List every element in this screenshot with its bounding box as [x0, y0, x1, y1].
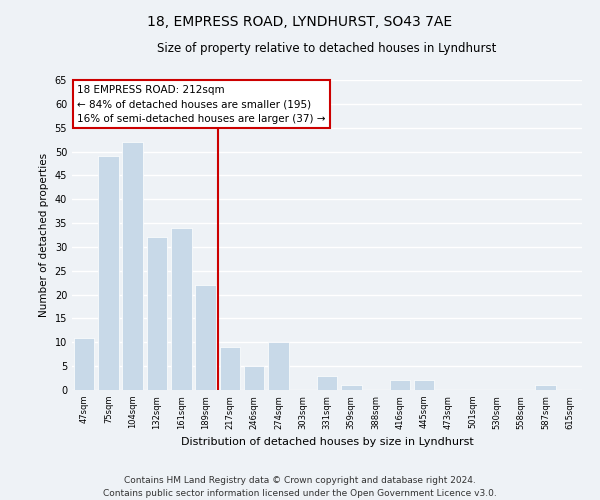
Text: Contains HM Land Registry data © Crown copyright and database right 2024.
Contai: Contains HM Land Registry data © Crown c…: [103, 476, 497, 498]
Y-axis label: Number of detached properties: Number of detached properties: [39, 153, 49, 317]
Text: 18 EMPRESS ROAD: 212sqm
← 84% of detached houses are smaller (195)
16% of semi-d: 18 EMPRESS ROAD: 212sqm ← 84% of detache…: [77, 84, 326, 124]
Bar: [389, 380, 410, 390]
X-axis label: Distribution of detached houses by size in Lyndhurst: Distribution of detached houses by size …: [181, 437, 473, 447]
Bar: [195, 285, 216, 390]
Bar: [122, 142, 143, 390]
Bar: [317, 376, 337, 390]
Bar: [74, 338, 94, 390]
Bar: [171, 228, 191, 390]
Bar: [244, 366, 265, 390]
Bar: [98, 156, 119, 390]
Bar: [268, 342, 289, 390]
Bar: [414, 380, 434, 390]
Bar: [341, 385, 362, 390]
Bar: [220, 347, 240, 390]
Bar: [146, 238, 167, 390]
Bar: [535, 385, 556, 390]
Text: 18, EMPRESS ROAD, LYNDHURST, SO43 7AE: 18, EMPRESS ROAD, LYNDHURST, SO43 7AE: [148, 15, 452, 29]
Title: Size of property relative to detached houses in Lyndhurst: Size of property relative to detached ho…: [157, 42, 497, 55]
